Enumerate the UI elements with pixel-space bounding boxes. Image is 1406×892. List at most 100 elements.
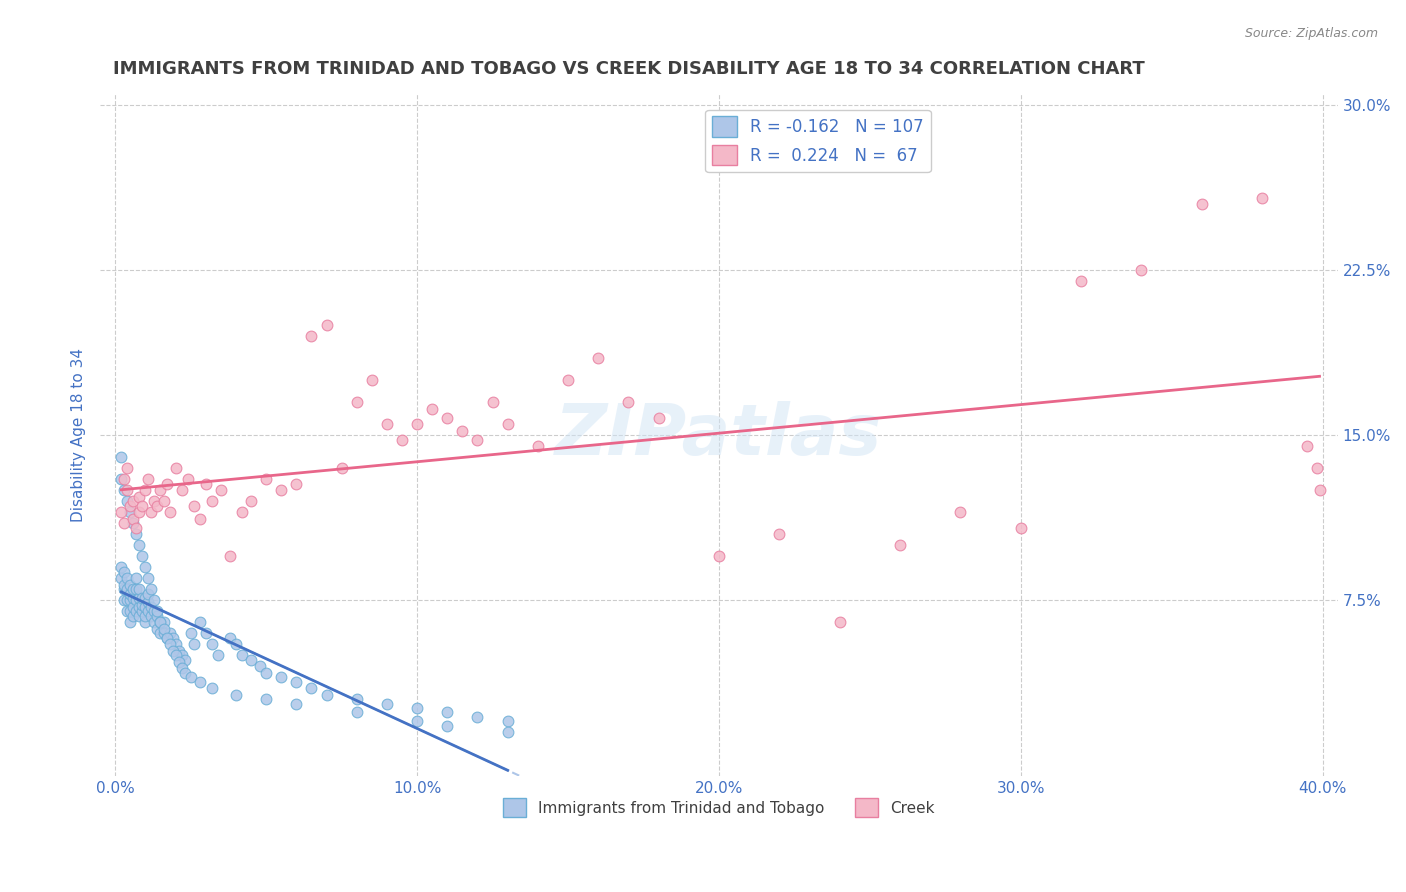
Point: [201, 494, 224, 508]
Point: [254, 665, 277, 680]
Point: [134, 483, 156, 498]
Point: [125, 521, 148, 535]
Point: [117, 494, 139, 508]
Point: [201, 637, 224, 651]
Point: [120, 578, 142, 592]
Point: [165, 461, 187, 475]
Y-axis label: Disability Age 18 to 34: Disability Age 18 to 34: [72, 348, 86, 523]
Text: IMMIGRANTS FROM TRINIDAD AND TOBAGO VS CREEK DISABILITY AGE 18 TO 34 CORRELATION: IMMIGRANTS FROM TRINIDAD AND TOBAGO VS C…: [112, 60, 1144, 78]
Point: [152, 615, 174, 630]
Point: [146, 604, 169, 618]
Point: [120, 499, 142, 513]
Point: [207, 648, 229, 663]
Point: [436, 706, 458, 720]
Point: [375, 697, 398, 711]
Point: [122, 599, 145, 614]
Point: [180, 626, 202, 640]
Point: [138, 587, 160, 601]
Text: ZIPatlas: ZIPatlas: [555, 401, 883, 470]
Point: [828, 615, 851, 630]
Point: [117, 593, 139, 607]
Point: [496, 714, 519, 729]
Point: [117, 582, 139, 597]
Point: [122, 591, 145, 605]
Point: [173, 665, 195, 680]
Point: [146, 499, 169, 513]
Point: [152, 626, 174, 640]
Point: [128, 538, 150, 552]
Point: [889, 538, 911, 552]
Point: [167, 644, 190, 658]
Point: [122, 494, 145, 508]
Point: [146, 622, 169, 636]
Point: [134, 591, 156, 605]
Point: [249, 659, 271, 673]
Point: [420, 401, 443, 416]
Point: [1070, 274, 1092, 288]
Point: [143, 593, 166, 607]
Point: [112, 578, 135, 592]
Point: [112, 516, 135, 531]
Point: [134, 560, 156, 574]
Point: [1305, 461, 1327, 475]
Point: [225, 637, 247, 651]
Point: [467, 710, 489, 724]
Point: [346, 395, 368, 409]
Point: [143, 615, 166, 630]
Point: [231, 505, 253, 519]
Point: [117, 483, 139, 498]
Point: [481, 395, 503, 409]
Point: [949, 505, 972, 519]
Point: [270, 483, 292, 498]
Point: [152, 622, 174, 636]
Point: [110, 450, 132, 465]
Point: [112, 593, 135, 607]
Point: [170, 483, 193, 498]
Point: [134, 608, 156, 623]
Point: [285, 697, 308, 711]
Text: Source: ZipAtlas.com: Source: ZipAtlas.com: [1244, 27, 1378, 40]
Point: [285, 674, 308, 689]
Point: [240, 494, 263, 508]
Point: [165, 637, 187, 651]
Point: [180, 670, 202, 684]
Point: [149, 615, 172, 630]
Point: [299, 681, 322, 696]
Point: [183, 637, 205, 651]
Point: [1010, 521, 1032, 535]
Point: [125, 593, 148, 607]
Point: [201, 681, 224, 696]
Point: [117, 571, 139, 585]
Point: [194, 476, 217, 491]
Point: [176, 472, 198, 486]
Point: [647, 410, 669, 425]
Point: [219, 631, 242, 645]
Point: [138, 595, 160, 609]
Point: [120, 604, 142, 618]
Point: [134, 599, 156, 614]
Point: [120, 505, 142, 519]
Point: [131, 591, 153, 605]
Point: [143, 494, 166, 508]
Point: [122, 512, 145, 526]
Point: [122, 582, 145, 597]
Point: [155, 631, 177, 645]
Point: [183, 499, 205, 513]
Point: [125, 582, 148, 597]
Point: [330, 461, 353, 475]
Point: [707, 549, 730, 564]
Point: [240, 652, 263, 666]
Point: [141, 582, 163, 597]
Point: [165, 648, 187, 663]
Point: [225, 688, 247, 702]
Point: [436, 410, 458, 425]
Point: [159, 626, 181, 640]
Point: [141, 608, 163, 623]
Point: [194, 626, 217, 640]
Point: [112, 483, 135, 498]
Point: [188, 615, 211, 630]
Point: [131, 549, 153, 564]
Point: [112, 582, 135, 597]
Point: [131, 598, 153, 612]
Point: [125, 604, 148, 618]
